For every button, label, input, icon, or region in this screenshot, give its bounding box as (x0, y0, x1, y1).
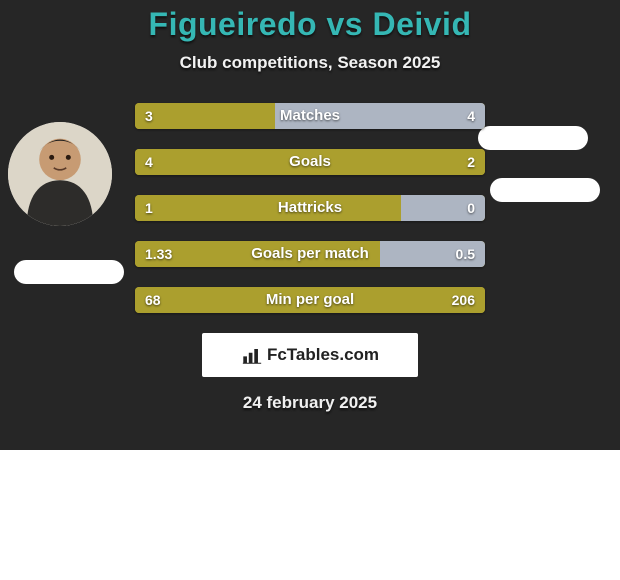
stat-bar-row: Hattricks1 0 (135, 195, 485, 221)
bar-label: Matches (135, 103, 485, 129)
stat-bar-row: Goals4 2 (135, 149, 485, 175)
bar-value-right: 4 (457, 103, 485, 129)
bar-label: Goals (135, 149, 485, 175)
page-subtitle: Club competitions, Season 2025 (0, 53, 620, 73)
bar-label: Hattricks (135, 195, 485, 221)
player1-name-pill (14, 260, 124, 284)
page-title: Figueiredo vs Deivid (0, 6, 620, 43)
logo-text-prefix: Fc (267, 345, 287, 364)
player2-name-pill-a (478, 126, 588, 150)
logo-text-suffix: .com (339, 345, 379, 364)
bar-value-right: 206 (442, 287, 485, 313)
bar-label: Goals per match (135, 241, 485, 267)
bar-value-right: 0.5 (446, 241, 485, 267)
bar-value-right: 2 (457, 149, 485, 175)
fctables-logo: FcTables.com (202, 333, 418, 377)
bar-label: Min per goal (135, 287, 485, 313)
player2-name-pill-b (490, 178, 600, 202)
barchart-icon (241, 344, 263, 366)
bar-value-left: 1.33 (135, 241, 182, 267)
bar-value-left: 1 (135, 195, 163, 221)
bar-value-left: 4 (135, 149, 163, 175)
stat-bars: Matches34Goals42Hattricks10Goals per mat… (135, 103, 485, 313)
stat-bar-row: Goals per match1.33 0.5 (135, 241, 485, 267)
date-line: 24 february 2025 (0, 393, 620, 413)
bar-value-right: 0 (457, 195, 485, 221)
comparison-card: Figueiredo vs Deivid Club competitions, … (0, 0, 620, 450)
stat-bar-row: Matches3 4 (135, 103, 485, 129)
logo-text-bold: Tables (287, 345, 340, 364)
logo-text: FcTables.com (267, 345, 379, 365)
person-icon (8, 122, 112, 226)
player1-avatar (8, 122, 112, 226)
bar-value-left: 68 (135, 287, 171, 313)
bar-value-left: 3 (135, 103, 163, 129)
stat-bar-row: Min per goal68 206 (135, 287, 485, 313)
